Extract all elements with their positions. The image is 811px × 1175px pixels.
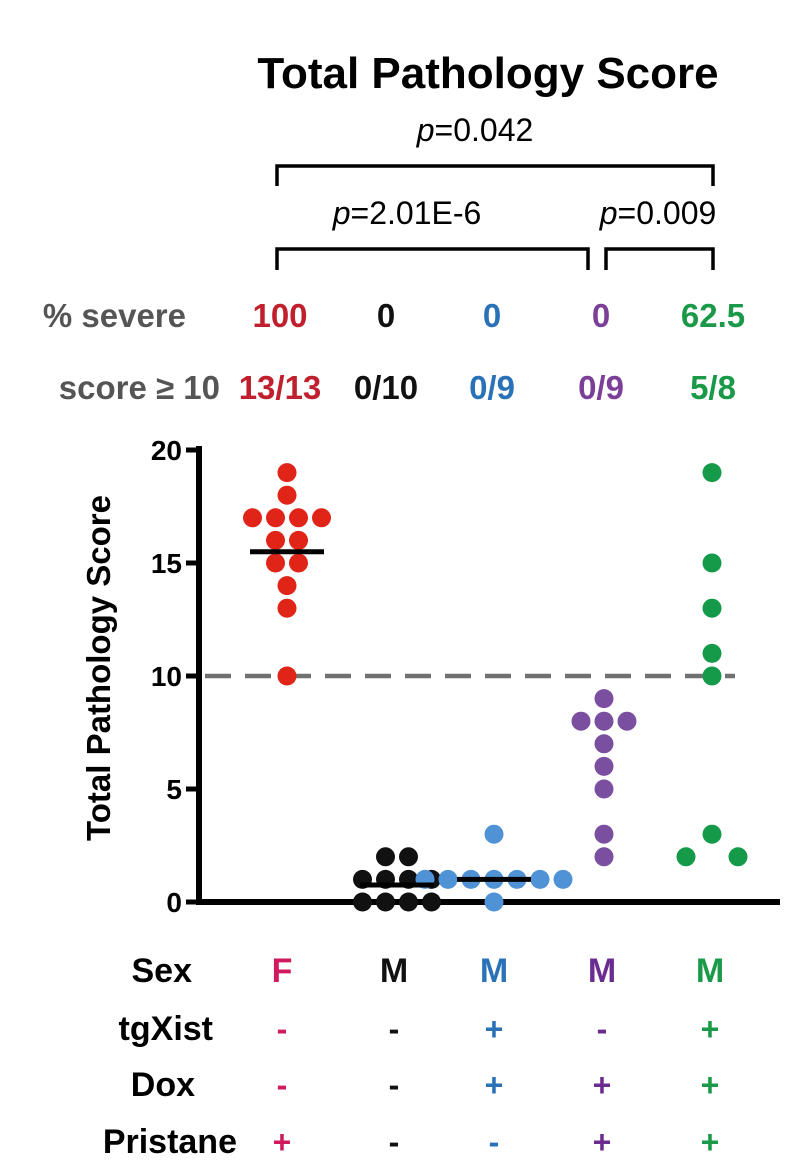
data-point bbox=[376, 847, 395, 867]
sex-value: M bbox=[588, 952, 616, 990]
pct-severe-label: % severe bbox=[43, 297, 186, 334]
y-tick-label-20: 20 bbox=[151, 435, 182, 466]
bracket-0-4 bbox=[275, 164, 715, 186]
data-point bbox=[594, 689, 614, 709]
y-axis-label: Total Pathology Score bbox=[80, 495, 117, 841]
tgxist-label: tgXist bbox=[119, 1010, 213, 1048]
data-point bbox=[277, 463, 297, 483]
data-points bbox=[243, 463, 748, 912]
data-point bbox=[594, 734, 614, 754]
score-ratio-value: 0/9 bbox=[469, 369, 515, 406]
data-point bbox=[594, 711, 614, 731]
data-point bbox=[277, 598, 297, 618]
pct-severe-value: 0 bbox=[377, 297, 395, 334]
pct-severe-value: 100 bbox=[252, 297, 307, 334]
pct-severe-value: 0 bbox=[483, 297, 501, 334]
tgxist-value: - bbox=[389, 1011, 400, 1047]
data-point bbox=[312, 508, 331, 528]
comparison-brackets bbox=[275, 164, 715, 270]
data-point bbox=[594, 779, 614, 799]
data-point bbox=[422, 892, 441, 912]
data-point bbox=[702, 643, 722, 663]
data-point bbox=[376, 892, 395, 912]
data-point bbox=[530, 869, 550, 889]
data-point bbox=[702, 824, 722, 844]
data-point bbox=[266, 508, 285, 528]
y-tick-label-10: 10 bbox=[151, 661, 182, 692]
score-ratio-value: 0/9 bbox=[578, 369, 624, 406]
group-stat-rows: 100 13/13 0 0/10 0 0/9 0 0/9 62.5 5/8 bbox=[239, 297, 745, 406]
y-tick-labels: 0 5 10 15 20 bbox=[151, 435, 182, 918]
dox-value: + bbox=[485, 1067, 504, 1103]
data-point bbox=[266, 530, 285, 550]
data-point bbox=[594, 756, 614, 776]
pristane-value: + bbox=[593, 1124, 612, 1160]
dox-value: + bbox=[701, 1067, 720, 1103]
tgxist-value: + bbox=[485, 1011, 504, 1047]
data-point bbox=[553, 869, 573, 889]
data-point bbox=[594, 824, 614, 844]
data-point bbox=[277, 666, 297, 686]
data-point bbox=[243, 508, 262, 528]
data-point bbox=[702, 666, 722, 686]
chart-title: Total Pathology Score bbox=[257, 49, 718, 98]
pct-severe-value: 0 bbox=[592, 297, 610, 334]
bracket-3-4 bbox=[604, 247, 715, 270]
data-point bbox=[266, 553, 285, 573]
tgxist-value: - bbox=[277, 1011, 288, 1047]
data-point bbox=[594, 847, 614, 867]
dox-label: Dox bbox=[131, 1066, 195, 1104]
data-point bbox=[702, 553, 722, 573]
pristane-label: Pristane bbox=[103, 1123, 237, 1161]
sex-value: M bbox=[480, 952, 508, 990]
dox-value: - bbox=[389, 1067, 400, 1103]
pristane-value: + bbox=[273, 1124, 292, 1160]
y-tick-label-5: 5 bbox=[166, 774, 182, 805]
sex-value: F bbox=[272, 952, 293, 990]
data-point bbox=[399, 847, 418, 867]
median-lines bbox=[250, 549, 531, 888]
sex-value: M bbox=[696, 952, 724, 990]
y-ticks bbox=[186, 447, 199, 905]
data-point bbox=[484, 824, 504, 844]
p-value-3-4: p=0.009 bbox=[599, 195, 717, 231]
data-point bbox=[289, 530, 308, 550]
score-ratio-value: 0/10 bbox=[354, 369, 418, 406]
pristane-value: - bbox=[489, 1124, 500, 1160]
bracket-0-3 bbox=[275, 247, 590, 270]
group-condition-rows: F - - + M - - - M + + - M - + + M + + + bbox=[272, 952, 725, 1160]
y-tick-label-15: 15 bbox=[151, 548, 182, 579]
p-value-0-3: p=2.01E-6 bbox=[332, 195, 482, 231]
data-point bbox=[728, 847, 748, 867]
data-point bbox=[702, 463, 722, 483]
data-point bbox=[289, 553, 308, 573]
data-point bbox=[438, 869, 458, 889]
data-point bbox=[353, 892, 372, 912]
score-ge-label: score ≥ 10 bbox=[59, 369, 220, 406]
pct-severe-value: 62.5 bbox=[681, 297, 745, 334]
data-point bbox=[277, 485, 297, 505]
pristane-value: - bbox=[389, 1124, 400, 1160]
data-point bbox=[676, 847, 696, 867]
data-point bbox=[617, 711, 637, 731]
data-point bbox=[277, 576, 297, 596]
data-point bbox=[399, 892, 418, 912]
score-ratio-value: 13/13 bbox=[239, 369, 322, 406]
score-ratio-value: 5/8 bbox=[690, 369, 736, 406]
data-point bbox=[289, 508, 308, 528]
tgxist-value: - bbox=[597, 1011, 608, 1047]
data-point bbox=[571, 711, 591, 731]
dox-value: + bbox=[593, 1067, 612, 1103]
dox-value: - bbox=[277, 1067, 288, 1103]
pristane-value: + bbox=[701, 1124, 720, 1160]
p-value-0-4: p=0.042 bbox=[416, 112, 534, 148]
data-point bbox=[702, 598, 722, 618]
data-point bbox=[484, 892, 504, 912]
y-tick-label-0: 0 bbox=[166, 887, 182, 918]
sex-value: M bbox=[380, 952, 408, 990]
sex-label: Sex bbox=[132, 952, 193, 990]
tgxist-value: + bbox=[701, 1011, 720, 1047]
